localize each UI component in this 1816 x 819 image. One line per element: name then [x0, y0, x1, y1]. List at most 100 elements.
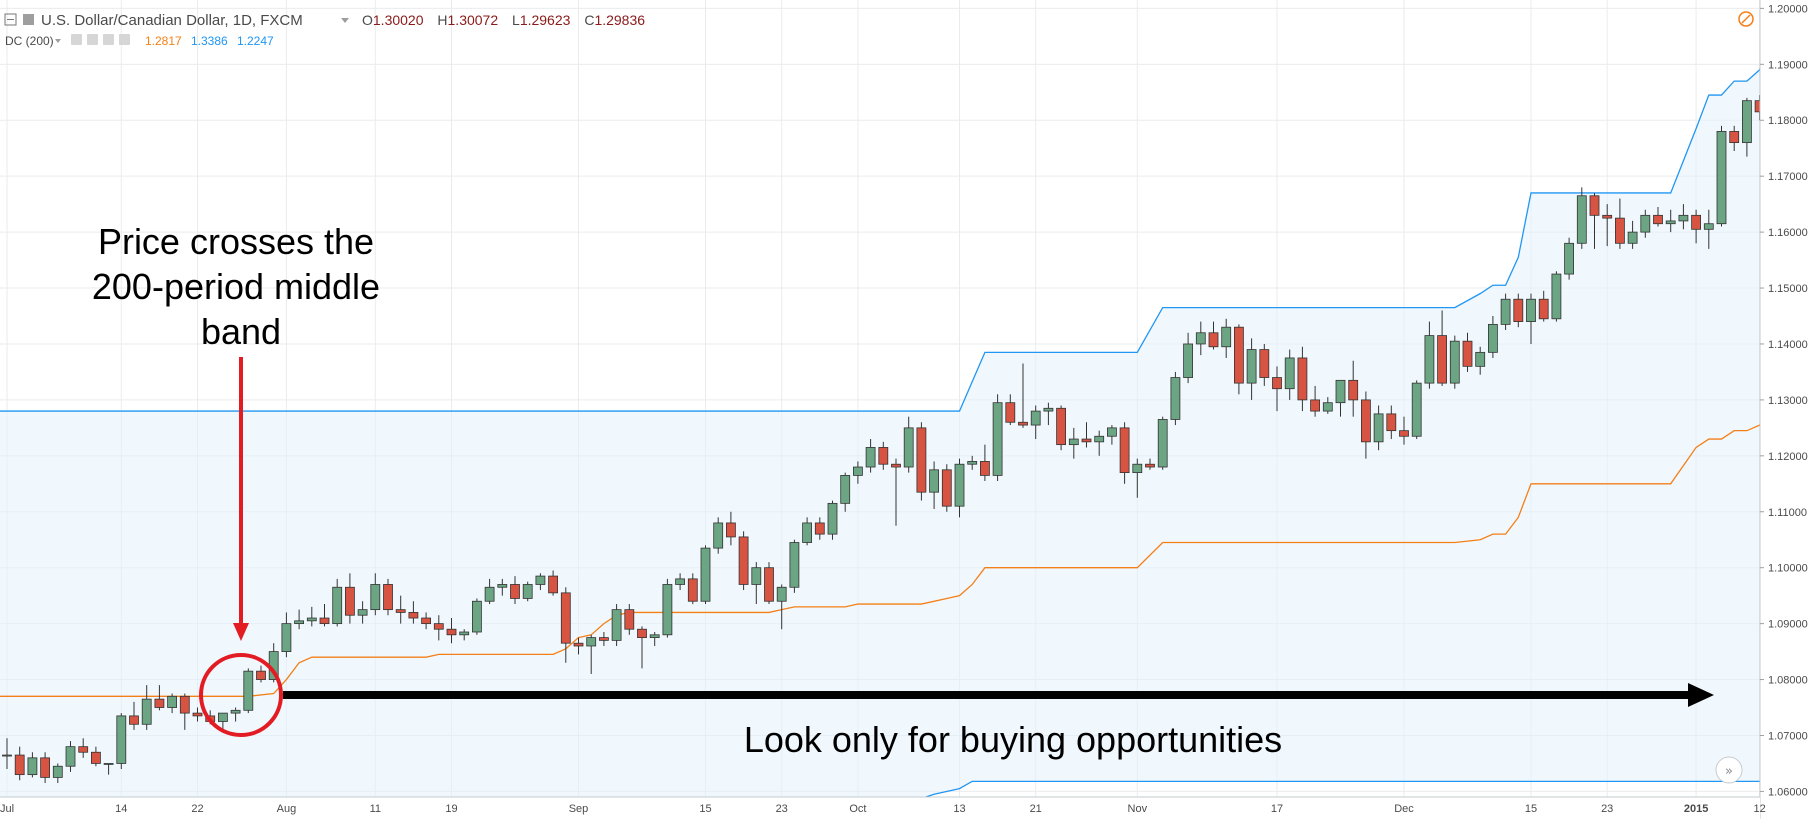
- candle-body: [776, 586, 787, 602]
- candle-body: [675, 578, 685, 585]
- candle: [1373, 405, 1384, 451]
- chevron-down-icon[interactable]: [341, 18, 349, 23]
- candle: [1081, 422, 1092, 448]
- price-tick-label: 1.15000: [1768, 283, 1808, 295]
- candle: [814, 517, 825, 540]
- candle: [573, 637, 584, 655]
- candle: [510, 576, 520, 605]
- candle-body: [1208, 332, 1219, 348]
- time-tick-label: 14: [115, 803, 127, 815]
- candle: [1475, 346, 1486, 375]
- double-chevron-right-icon: »: [1725, 764, 1733, 779]
- candle-body: [560, 592, 571, 644]
- cross-annotation-text: Price crosses the 200-period middle band: [92, 221, 390, 352]
- price-tick-label: 1.10000: [1768, 563, 1808, 575]
- candle-body: [1729, 131, 1740, 144]
- candle: [713, 517, 724, 554]
- candle-body: [1195, 332, 1206, 345]
- candle: [624, 604, 635, 635]
- candle: [1576, 187, 1587, 249]
- candle-body: [1272, 377, 1282, 390]
- candle-body: [91, 751, 101, 764]
- candle-body: [1500, 298, 1511, 325]
- candle: [1615, 198, 1625, 249]
- candle-body: [510, 584, 520, 599]
- candle: [751, 562, 762, 605]
- candle-body: [1145, 463, 1155, 468]
- candle-body: [916, 427, 927, 493]
- candle-body: [1094, 435, 1105, 443]
- candle: [1030, 405, 1041, 440]
- candle-body: [1703, 223, 1714, 230]
- candle: [548, 570, 558, 596]
- candle-body: [1056, 407, 1066, 446]
- indicator-chevron-down-icon[interactable]: [55, 39, 61, 43]
- candle: [929, 461, 939, 509]
- middle-band-line: [0, 396, 1786, 697]
- scroll-to-realtime-button[interactable]: [1715, 756, 1743, 784]
- candle: [446, 618, 457, 644]
- candle: [167, 693, 178, 714]
- candle: [217, 712, 228, 730]
- add-icon[interactable]: [103, 34, 114, 45]
- collapse-legend-icon[interactable]: [4, 13, 17, 26]
- candle-body: [484, 586, 495, 602]
- candle: [306, 606, 317, 627]
- candle: [903, 416, 914, 473]
- time-tick-label: Jul: [0, 803, 14, 815]
- time-tick-label: 22: [191, 803, 203, 815]
- candle: [256, 665, 266, 683]
- symbol-title: U.S. Dollar/Canadian Dollar, 1D, FXCM: [41, 12, 303, 29]
- candle: [611, 604, 622, 646]
- time-axis-panel[interactable]: [0, 797, 1760, 819]
- candle-body: [27, 757, 38, 776]
- candle-body: [586, 637, 597, 647]
- candle: [154, 685, 165, 711]
- candle: [294, 609, 305, 630]
- candle-body: [1678, 214, 1689, 222]
- candle-body: [967, 461, 978, 465]
- candle-body: [1526, 298, 1536, 322]
- price-axis-panel[interactable]: [1760, 0, 1816, 819]
- candle: [891, 458, 901, 526]
- open-value: 1.30020: [373, 12, 424, 28]
- candle-body: [814, 522, 825, 535]
- candle: [1132, 458, 1143, 498]
- candle: [1005, 394, 1016, 426]
- candle: [687, 573, 698, 605]
- time-tick-label: 2015: [1684, 803, 1708, 815]
- candle-body: [878, 447, 889, 465]
- candle-body: [1068, 438, 1079, 446]
- price-tick-label: 1.17000: [1768, 171, 1808, 183]
- candle-body: [1297, 357, 1308, 401]
- candle: [865, 439, 876, 473]
- candle: [700, 545, 711, 605]
- candle-body: [1310, 399, 1320, 412]
- candle: [319, 604, 330, 627]
- candle: [1107, 425, 1117, 445]
- candle-body: [1602, 214, 1613, 219]
- candle-body: [840, 475, 851, 504]
- cross-circle-marker: [199, 653, 283, 737]
- price-tick-label: 1.16000: [1768, 227, 1808, 239]
- candle-body: [1615, 217, 1625, 244]
- time-tick-label: Aug: [277, 803, 297, 815]
- candle-body: [129, 715, 139, 725]
- visibility-icon[interactable]: [71, 34, 82, 45]
- ohlc-values: O1.30020 H1.30072 L1.29623 C1.29836: [362, 12, 645, 28]
- low-value: 1.29623: [520, 12, 571, 28]
- candle-body: [1576, 195, 1587, 244]
- candle-body: [1411, 382, 1422, 437]
- candle: [1272, 366, 1282, 412]
- open-label: O: [362, 12, 373, 28]
- alert-clock-icon[interactable]: [1738, 11, 1754, 27]
- settings-gear-icon[interactable]: [87, 34, 98, 45]
- candle: [853, 461, 863, 484]
- time-tick-label: 15: [699, 803, 711, 815]
- candle: [1246, 338, 1257, 400]
- close-icon[interactable]: [119, 34, 130, 45]
- candle: [726, 511, 736, 546]
- candle: [484, 578, 495, 605]
- symbol-square-icon: [23, 14, 34, 25]
